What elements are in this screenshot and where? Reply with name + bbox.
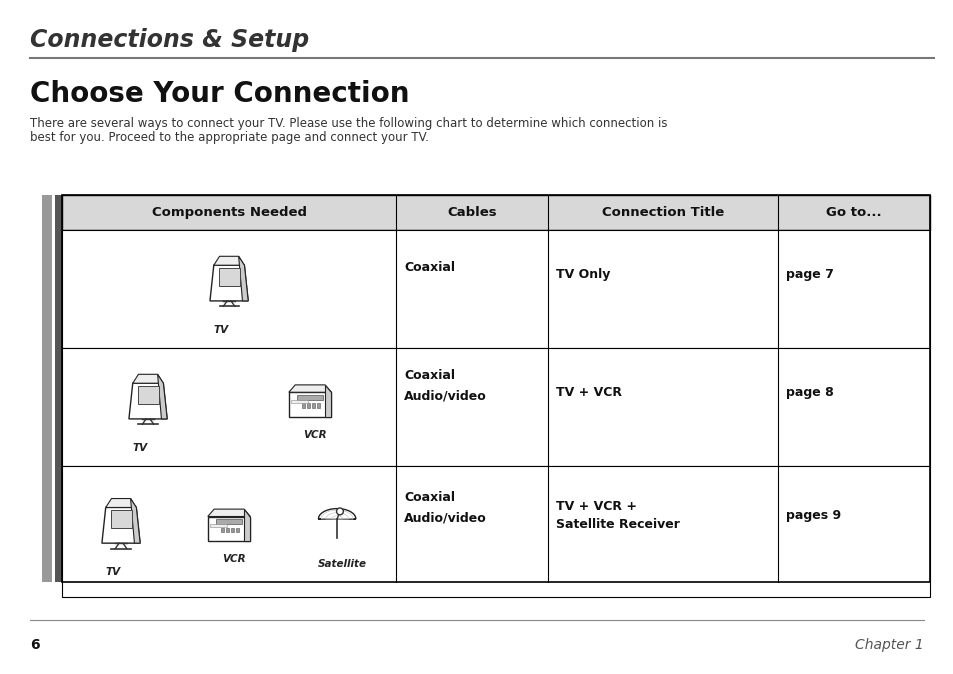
- Polygon shape: [244, 509, 250, 541]
- Bar: [111, 510, 132, 528]
- Bar: [42, 195, 52, 582]
- Bar: [210, 524, 227, 527]
- Text: There are several ways to connect your TV. Please use the following chart to det: There are several ways to connect your T…: [30, 117, 667, 130]
- Text: Components Needed: Components Needed: [152, 206, 306, 219]
- Bar: [301, 403, 305, 408]
- Text: TV + VCR +
Satellite Receiver: TV + VCR + Satellite Receiver: [556, 500, 679, 531]
- Bar: [307, 403, 310, 408]
- Bar: [297, 395, 322, 400]
- Text: Choose Your Connection: Choose Your Connection: [30, 80, 409, 108]
- Text: page 7: page 7: [785, 268, 833, 281]
- Polygon shape: [213, 256, 244, 266]
- Polygon shape: [131, 499, 140, 543]
- Text: VCR: VCR: [303, 429, 327, 439]
- Bar: [312, 403, 314, 408]
- Text: TV: TV: [132, 443, 148, 453]
- Bar: [289, 392, 331, 417]
- Bar: [62, 466, 929, 597]
- Polygon shape: [318, 509, 355, 519]
- Bar: [137, 386, 158, 404]
- Circle shape: [336, 508, 343, 515]
- Text: best for you. Proceed to the appropriate page and connect your TV.: best for you. Proceed to the appropriate…: [30, 131, 429, 144]
- Text: TV + VCR: TV + VCR: [556, 386, 621, 399]
- Polygon shape: [289, 385, 331, 392]
- Text: TV Only: TV Only: [556, 268, 610, 281]
- Bar: [62, 195, 929, 582]
- Polygon shape: [238, 256, 248, 301]
- Polygon shape: [208, 509, 250, 516]
- Text: Coaxial
Audio/video: Coaxial Audio/video: [404, 369, 486, 403]
- Bar: [216, 520, 242, 524]
- Bar: [62, 195, 929, 230]
- Text: TV: TV: [213, 325, 229, 334]
- Polygon shape: [132, 374, 163, 384]
- Text: 6: 6: [30, 638, 40, 652]
- Polygon shape: [129, 384, 167, 419]
- Bar: [55, 195, 62, 582]
- Bar: [208, 516, 250, 541]
- Bar: [291, 400, 308, 402]
- Polygon shape: [106, 499, 136, 508]
- Text: Connections & Setup: Connections & Setup: [30, 28, 309, 52]
- Bar: [220, 528, 224, 532]
- Text: Cables: Cables: [447, 206, 497, 219]
- Text: Coaxial: Coaxial: [404, 262, 455, 274]
- Polygon shape: [157, 374, 167, 419]
- Bar: [226, 528, 229, 532]
- Bar: [62, 230, 929, 348]
- Text: Go to...: Go to...: [825, 206, 881, 219]
- Polygon shape: [210, 266, 248, 301]
- Bar: [218, 268, 239, 286]
- Bar: [62, 348, 929, 466]
- Bar: [235, 528, 239, 532]
- Bar: [316, 403, 320, 408]
- Text: Coaxial
Audio/video: Coaxial Audio/video: [404, 491, 486, 525]
- Text: VCR: VCR: [222, 554, 246, 564]
- Text: Satellite: Satellite: [317, 559, 366, 569]
- Text: TV: TV: [106, 567, 120, 577]
- Text: page 8: page 8: [785, 386, 833, 399]
- Text: pages 9: pages 9: [785, 510, 841, 522]
- Polygon shape: [325, 385, 331, 417]
- Bar: [231, 528, 233, 532]
- Text: Connection Title: Connection Title: [601, 206, 723, 219]
- Text: Chapter 1: Chapter 1: [854, 638, 923, 652]
- Polygon shape: [102, 508, 140, 543]
